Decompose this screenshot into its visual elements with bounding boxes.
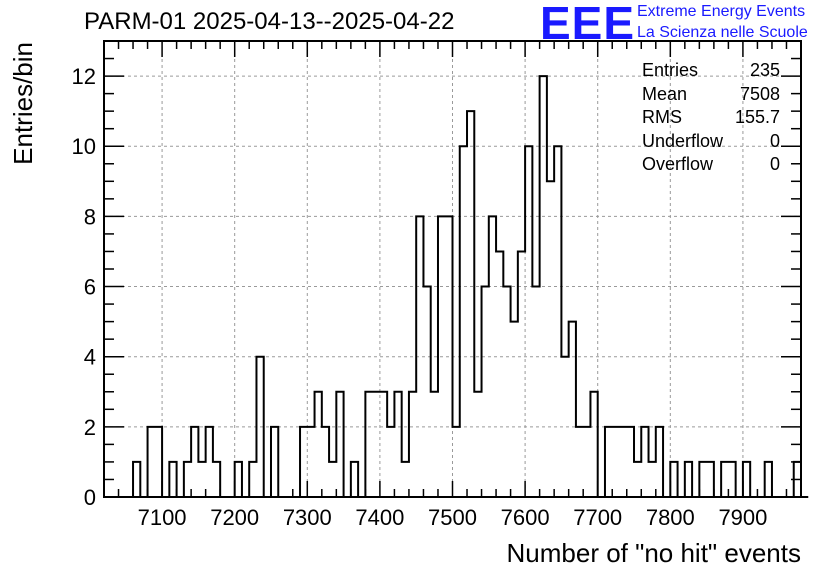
stat-row-rms: RMS 155.7 (642, 106, 780, 130)
x-tick-label: 7400 (355, 505, 404, 530)
x-axis-label: Number of "no hit" events (507, 538, 802, 568)
stat-row-underflow: Underflow 0 (642, 130, 780, 154)
tick-labels: 7100 7200 7300 7400 7500 7600 7700 7800 7900 0 2 4 6… (72, 64, 768, 530)
stat-row-mean: Mean 7508 (642, 83, 780, 107)
stat-value: 0 (769, 130, 780, 151)
y-tick-label: 4 (84, 345, 96, 370)
logo-line-2: La Scienza nelle Scuole (637, 24, 808, 41)
x-tick-label: 7700 (573, 505, 622, 530)
x-tick-label: 7900 (718, 505, 767, 530)
y-tick-label: 12 (72, 64, 96, 89)
y-axis-label: Entries/bin (8, 42, 38, 165)
stat-row-entries: Entries 235 (642, 59, 780, 83)
y-tick-label: 2 (84, 415, 96, 440)
x-tick-label: 7200 (210, 505, 259, 530)
x-tick-label: 7800 (646, 505, 695, 530)
logo-line-1: Extreme Energy Events (637, 3, 806, 20)
stats-box: Entries 235 Mean 7508 RMS 155.7 Underflo… (642, 59, 780, 177)
stat-label: Underflow (642, 130, 724, 151)
stat-label: Mean (642, 83, 688, 104)
stat-value: 155.7 (734, 107, 780, 127)
y-tick-label: 0 (84, 485, 96, 510)
stat-value: 235 (749, 60, 780, 80)
x-tick-label: 7500 (428, 505, 477, 530)
x-tick-label: 7100 (138, 505, 187, 530)
stat-value: 7508 (739, 83, 780, 104)
x-tick-label: 7300 (283, 505, 332, 530)
stat-label: RMS (642, 107, 682, 127)
histogram-line (132, 75, 809, 498)
y-tick-label: 8 (84, 204, 96, 229)
stat-label: Overflow (642, 154, 714, 174)
y-tick-label: 10 (72, 134, 96, 159)
axis-ticks (103, 40, 802, 498)
stat-value: 0 (769, 154, 780, 174)
stat-row-overflow: Overflow 0 (642, 153, 780, 177)
eee-logo: EEE (540, 0, 636, 49)
y-tick-label: 6 (84, 275, 96, 300)
chart-title: PARM-01 2025-04-13--2025-04-22 (84, 8, 455, 35)
stat-label: Entries (642, 60, 699, 80)
x-tick-label: 7600 (501, 505, 550, 530)
